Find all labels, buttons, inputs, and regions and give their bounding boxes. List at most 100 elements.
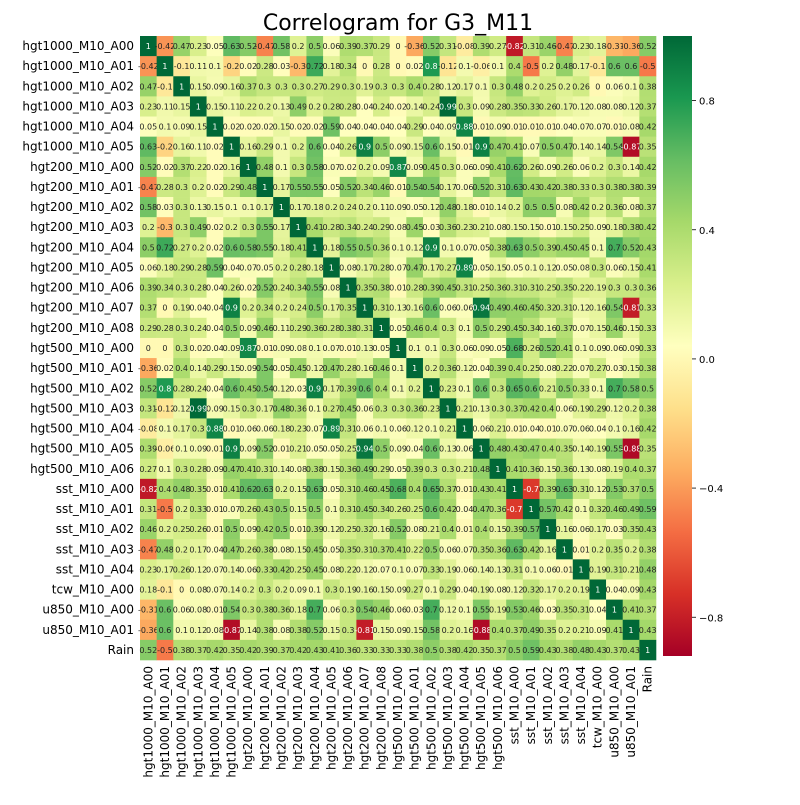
cell-value-label: 0.3 — [625, 284, 638, 293]
cell-value-label: 0.07 — [406, 565, 424, 574]
heatmap-cell — [173, 76, 191, 97]
cell-value-label: 0.25 — [406, 505, 424, 514]
cell-value-label: 0.3 — [242, 404, 255, 413]
heatmap-cell — [306, 619, 324, 641]
heatmap-cell — [189, 398, 207, 419]
heatmap-cell — [339, 136, 357, 158]
cell-value-label: 0.2 — [258, 102, 271, 111]
heatmap-cell — [206, 378, 224, 399]
heatmap-cell — [239, 197, 257, 218]
cell-value-label: 0.48 — [572, 646, 590, 655]
heatmap-cell — [189, 579, 207, 600]
cell-value-label: 0.3 — [292, 163, 305, 172]
cell-value-label: 0.2 — [275, 485, 288, 494]
heatmap-cell — [506, 36, 524, 57]
cell-value-label: 0.05 — [489, 344, 507, 353]
cell-value-label: 0.08 — [289, 344, 307, 353]
cell-value-label: 0.1 — [392, 364, 405, 373]
heatmap-cell — [339, 337, 357, 359]
heatmap-cell — [140, 237, 157, 258]
cell-value-label: 0.3 — [442, 344, 455, 353]
heatmap-cell — [422, 277, 440, 298]
heatmap-cell — [589, 458, 607, 480]
heatmap-cell — [306, 116, 324, 137]
cell-value-label: 0.28 — [189, 263, 207, 272]
cell-value-label: 1 — [362, 304, 367, 313]
heatmap-cell — [556, 398, 574, 419]
cell-value-label: 0.06 — [605, 82, 623, 91]
heatmap-cell — [556, 519, 574, 540]
cell-value-label: 0.16 — [356, 364, 374, 373]
cell-value-label: 0.12 — [589, 485, 607, 494]
cell-value-label: 0.26 — [572, 82, 590, 91]
heatmap-cell — [256, 176, 274, 198]
cell-value-label: 0.31 — [522, 42, 540, 51]
cell-value-label: 0.05 — [323, 183, 341, 192]
cell-value-label: 0.09 — [206, 465, 224, 474]
cell-value-label: 0.19 — [589, 445, 607, 454]
cell-value-label: 0.15 — [289, 545, 307, 554]
cell-value-label: 0.5 — [475, 324, 488, 333]
cell-value-label: -0.1 — [174, 62, 190, 71]
cell-value-label: 0.08 — [189, 586, 207, 595]
heatmap-cell — [439, 478, 457, 500]
heatmap-cell — [373, 116, 390, 137]
heatmap-cell — [639, 579, 657, 600]
heatmap-cell — [156, 519, 174, 540]
heatmap-cell — [256, 418, 274, 439]
heatmap-cell — [339, 237, 357, 258]
cell-value-label: 0.47 — [472, 505, 490, 514]
heatmap-cell — [339, 96, 357, 117]
heatmap-cell — [189, 237, 207, 258]
heatmap-cell — [572, 579, 590, 600]
heatmap-cell — [456, 116, 474, 137]
cell-value-label: 0.33 — [189, 505, 207, 514]
heatmap-cell — [173, 619, 191, 641]
heatmap-cell — [356, 398, 374, 419]
cell-value-label: 0.05 — [506, 263, 524, 272]
cell-value-label: 0.5 — [541, 203, 554, 212]
cell-value-label: 0.04 — [456, 505, 474, 514]
heatmap-cell — [439, 217, 457, 238]
cell-value-label: 0.18 — [306, 263, 324, 272]
cell-value-label: 0.3 — [442, 324, 455, 333]
cell-value-label: 0.08 — [389, 223, 407, 232]
cell-value-label: 0.31 — [339, 485, 357, 494]
cell-value-label: -0.12 — [155, 404, 176, 413]
heatmap-cell — [306, 498, 324, 520]
cell-value-label: 0.34 — [356, 183, 374, 192]
cell-value-label: 0.04 — [206, 284, 224, 293]
heatmap-cell — [206, 116, 224, 137]
cell-value-label: 0.36 — [489, 545, 507, 554]
heatmap-cell — [323, 539, 341, 560]
cell-value-label: 0.08 — [622, 123, 640, 132]
cell-value-label: 1 — [379, 324, 384, 333]
heatmap-cell — [189, 96, 207, 117]
heatmap-cell — [522, 116, 540, 137]
cell-value-label: 0.09 — [589, 626, 607, 635]
heatmap-cell — [273, 539, 291, 560]
cell-value-label: 0.41 — [639, 263, 657, 272]
cell-value-label: 0.33 — [639, 324, 657, 333]
cell-value-label: 0.35 — [339, 545, 357, 554]
heatmap-cell — [356, 317, 374, 339]
heatmap-cell — [239, 96, 257, 117]
heatmap-cell — [189, 176, 207, 198]
cell-value-label: 0.2 — [358, 203, 371, 212]
cell-value-label: 0.68 — [389, 485, 407, 494]
heatmap-cell — [323, 579, 341, 600]
cell-value-label: 0.48 — [439, 203, 457, 212]
heatmap-cell — [456, 398, 474, 419]
heatmap-cell — [373, 478, 390, 500]
cell-value-label: 0.31 — [489, 183, 507, 192]
heatmap-cell — [306, 156, 324, 178]
heatmap-cell — [339, 418, 357, 439]
cell-value-label: 0.42 — [639, 163, 657, 172]
heatmap-cell — [256, 378, 274, 399]
heatmap-cell — [339, 478, 357, 500]
heatmap-cell — [189, 197, 207, 218]
heatmap-cell — [140, 498, 157, 520]
column-tick-label: Rain — [641, 666, 655, 692]
cell-value-label: 0.16 — [239, 143, 257, 152]
